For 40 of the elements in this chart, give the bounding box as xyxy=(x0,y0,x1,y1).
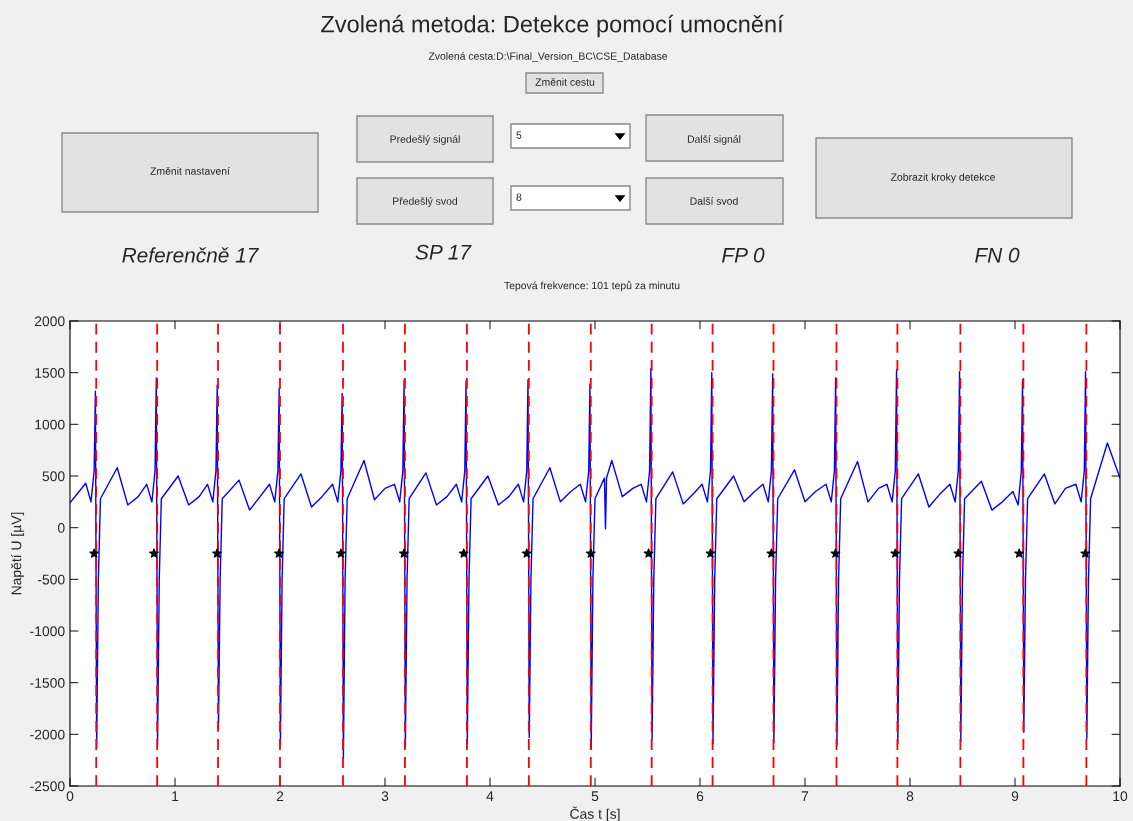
y-tick-label: -1500 xyxy=(30,678,65,688)
y-tick-label: -2000 xyxy=(30,729,65,740)
chart-subtitle: Zvolená cesta:D:\Final_Version_BC\CSE_Database xyxy=(428,52,668,62)
text: 5 xyxy=(516,131,522,139)
y-tick-label: -2500 xyxy=(30,781,65,792)
y-tick-label: -500 xyxy=(37,574,65,585)
y-tick-label: 1000 xyxy=(35,419,65,430)
y-tick-label: 2000 xyxy=(34,316,65,327)
x-tick-label: 3 xyxy=(381,791,389,802)
text: Změnit nastavení xyxy=(150,167,230,175)
text: Předešlý svod xyxy=(393,197,458,207)
x-tick-label: 0 xyxy=(66,791,74,802)
x-tick-label: 8 xyxy=(906,791,914,802)
x-tick-label: 7 xyxy=(801,791,809,801)
text: Tepová frekvence: 101 tepů za minutu xyxy=(504,280,680,292)
y-tick-label: -1000 xyxy=(30,626,65,637)
line-series xyxy=(70,367,1120,759)
text: Změnit cestu xyxy=(535,78,595,86)
text: FP 0 xyxy=(722,247,765,263)
text: 8 xyxy=(516,193,522,201)
chart-title: Zvolená metoda: Detekce pomocí umocnění xyxy=(321,14,784,38)
y-tick-label: 1500 xyxy=(35,368,65,378)
x-tick-label: 10 xyxy=(1113,791,1128,802)
x-tick-label: 2 xyxy=(276,791,284,801)
y-tick-label: 0 xyxy=(57,523,65,533)
text: Další signál xyxy=(687,135,741,145)
text: SP 17 xyxy=(415,244,472,260)
x-tick-label: 5 xyxy=(591,791,599,802)
x-tick-label: 6 xyxy=(696,791,704,802)
x-tick-label: 9 xyxy=(1011,791,1019,802)
text: Zobrazit kroky detekce xyxy=(890,173,995,183)
text: Predešlý signál xyxy=(390,135,460,145)
text: Referenčně 17 xyxy=(122,247,259,263)
text: FN 0 xyxy=(975,247,1020,263)
text: Další svod xyxy=(690,197,738,205)
y-axis-title: Napětí U [µV] xyxy=(10,512,25,595)
x-tick-label: 1 xyxy=(172,791,179,801)
x-axis-title: Čas t [s] xyxy=(570,806,620,821)
y-tick-label: 500 xyxy=(42,471,65,482)
x-tick-label: 4 xyxy=(486,791,494,801)
